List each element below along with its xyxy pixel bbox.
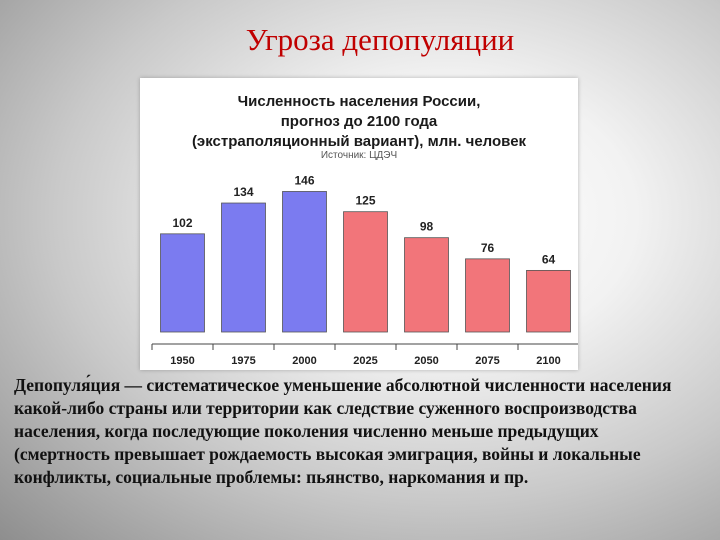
chart-title-line-2: прогноз до 2100 года	[280, 113, 438, 130]
data-label-2100: 64	[542, 252, 556, 266]
bar-1975	[221, 202, 266, 333]
x-tick-label-1950: 1950	[170, 355, 194, 367]
bar-2050	[404, 237, 449, 333]
x-tick-label-2100: 2100	[536, 355, 560, 367]
bar-1950	[160, 233, 205, 333]
x-tick-label-2025: 2025	[353, 355, 377, 367]
x-tick-label-2050: 2050	[414, 355, 438, 367]
bar-2025	[343, 211, 388, 333]
chart-title: Численность населения России, прогноз до…	[140, 92, 578, 152]
definition-text: Депопуля́ция — систематическое уменьшени…	[14, 375, 672, 487]
data-label-2050: 98	[420, 220, 434, 234]
chart-title-line-3: (экстраполяционный вариант), млн. челове…	[191, 133, 527, 150]
slide-title: Угроза депопуляции	[245, 22, 515, 57]
x-tick-label-1975: 1975	[231, 355, 255, 367]
data-label-2075: 76	[481, 241, 495, 255]
bar-2000	[282, 191, 327, 333]
bar-2100	[526, 269, 571, 333]
data-label-1975: 134	[233, 185, 253, 199]
chart-panel: Численность населения России, прогноз до…	[140, 78, 578, 370]
chart-source: Источник: ЦДЭЧ	[320, 150, 398, 161]
chart-title-line-1: Численность населения России,	[237, 93, 481, 110]
bar-chart: 102 1950 134 1975 146 2000 125 2025 98 2050 76 2075…	[151, 173, 578, 367]
bar-2075	[465, 258, 510, 333]
data-label-1950: 102	[172, 216, 192, 230]
data-label-2000: 146	[294, 173, 314, 187]
x-tick-label-2000: 2000	[292, 355, 316, 367]
data-label-2025: 125	[355, 194, 375, 208]
x-tick-label-2075: 2075	[475, 355, 499, 367]
